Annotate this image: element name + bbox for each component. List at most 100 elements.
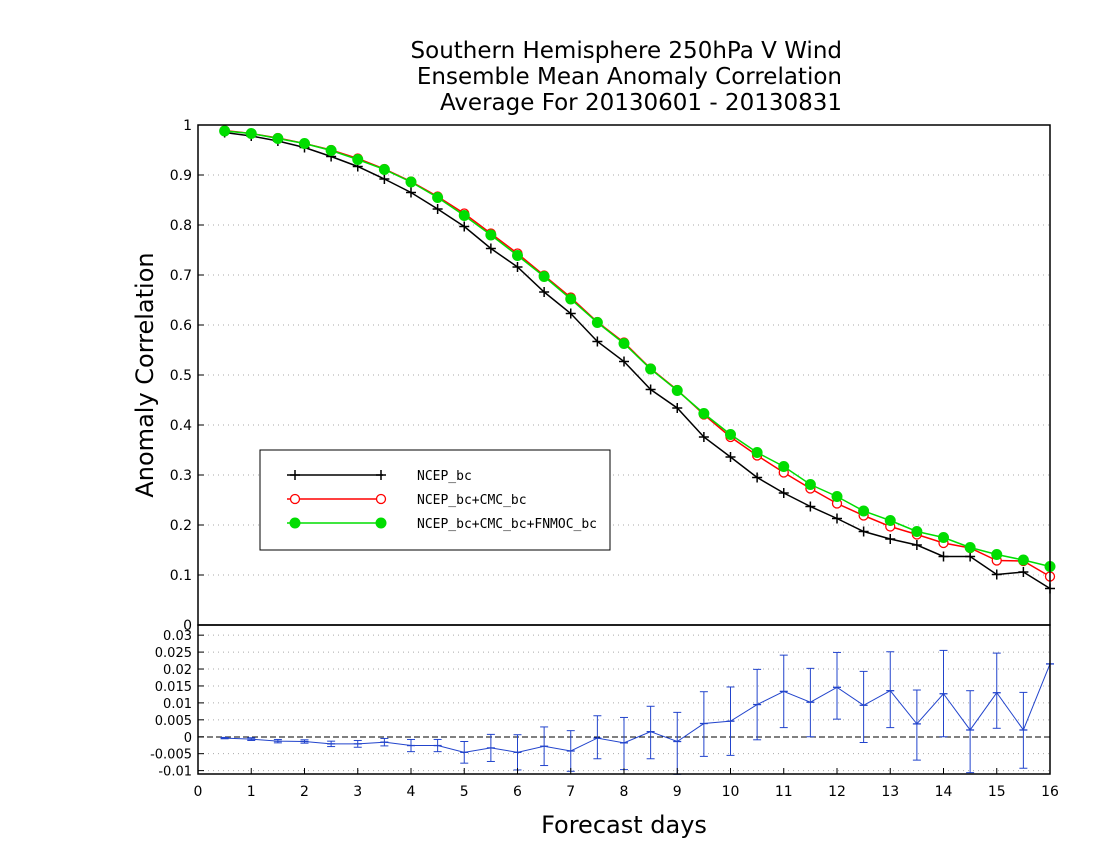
plus-marker (290, 470, 300, 480)
y-tick-label: 0.1 (170, 568, 192, 584)
error-bar (992, 652, 1001, 729)
filled-circle-marker (432, 192, 444, 203)
filled-circle-marker (938, 532, 949, 543)
plus-marker (805, 501, 816, 512)
plus-marker (592, 336, 603, 347)
filled-circle-marker (831, 491, 843, 502)
plus-marker (379, 174, 390, 184)
filled-circle-marker (884, 515, 896, 526)
x-tick-label: 13 (881, 784, 899, 800)
plus-marker (885, 534, 896, 544)
title-line-3: Average For 20130601 - 20130831 (440, 90, 842, 116)
y-axis-label: Anomaly Correlation (131, 252, 159, 497)
y-tick-label: 0.015 (155, 680, 192, 695)
plus-marker (698, 432, 709, 442)
x-tick-label: 1 (247, 784, 256, 800)
x-tick-label: 6 (513, 784, 522, 800)
filled-circle-marker (618, 338, 630, 349)
legend: NCEP_bc NCEP_bc+CMC_bc NCEP_bc+CMC_bc+FNMO… (259, 449, 611, 551)
x-tick-label: 8 (620, 784, 629, 800)
plus-marker (752, 472, 763, 483)
plus-marker (858, 526, 869, 537)
x-axis-ticks: 0 1 2 3 4 5 6 7 8 9 10 11 12 13 14 15 16 (194, 768, 1059, 800)
x-tick-label: 0 (194, 784, 203, 800)
filled-circle-marker (1017, 554, 1029, 566)
x-tick-label: 5 (460, 784, 469, 800)
filled-circle-marker (964, 542, 976, 553)
error-bar (859, 670, 868, 744)
plus-marker (565, 308, 576, 319)
error-bars (220, 649, 1054, 775)
main-plot-gridlines (198, 174, 1050, 576)
x-tick-label: 15 (988, 784, 1006, 800)
error-bar (912, 689, 921, 761)
legend-label: NCEP_bc+CMC_bc (417, 493, 527, 508)
filled-circle-marker (911, 526, 923, 537)
plus-marker (539, 287, 550, 297)
x-axis-label: Forecast days (541, 811, 707, 839)
error-bar (620, 716, 628, 771)
x-tick-label: 10 (722, 784, 740, 800)
series-line (224, 131, 1051, 590)
error-bar (833, 651, 841, 720)
main-plot-series (219, 125, 1056, 594)
plus-marker (512, 262, 523, 272)
error-bar (673, 711, 682, 775)
y-tick-label: 0.2 (170, 518, 192, 534)
plus-marker (911, 540, 922, 550)
filled-circle-marker (485, 229, 497, 241)
plus-marker (619, 356, 629, 367)
series-NCEP_bc+CMC_bc+FNMOC_bc (219, 125, 1056, 572)
y-tick-label: -0.01 (158, 765, 192, 780)
y-tick-label: 0.025 (155, 646, 192, 661)
filled-circle-marker (299, 138, 310, 149)
plus-marker (725, 452, 736, 462)
y-tick-label: 0.8 (170, 218, 192, 234)
filled-circle-marker (458, 210, 470, 221)
y-tick-label: 0.01 (163, 697, 192, 712)
chart-title: Southern Hemisphere 250hPa V Wind Ensemb… (411, 38, 842, 116)
plus-marker (938, 551, 949, 562)
open-circle-marker (375, 493, 387, 505)
x-tick-label: 12 (828, 784, 846, 800)
plus-marker (778, 488, 789, 498)
filled-circle-marker (405, 176, 417, 188)
error-bar (646, 705, 655, 760)
filled-circle-marker (858, 505, 870, 517)
x-tick-label: 14 (935, 784, 953, 800)
error-bar (593, 715, 602, 760)
filled-circle-marker (289, 517, 301, 529)
plus-marker (832, 513, 842, 524)
filled-circle-marker (272, 133, 284, 144)
legend-label: NCEP_bc (417, 469, 472, 484)
plus-marker (645, 384, 656, 395)
x-tick-label: 11 (775, 784, 793, 800)
filled-circle-marker (804, 479, 816, 490)
y-tick-label: 0 (184, 731, 192, 746)
plus-marker (485, 243, 496, 254)
error-bar (886, 651, 895, 729)
filled-circle-marker (245, 128, 257, 139)
title-line-2: Ensemble Mean Anomaly Correlation (417, 64, 842, 90)
filled-circle-marker (698, 408, 710, 419)
difference-plot-series (220, 649, 1054, 775)
filled-circle-marker (378, 164, 390, 175)
x-tick-label: 4 (407, 784, 416, 800)
difference-plot-y-ticks: -0.01 -0.005 0 0.005 0.01 0.015 0.02 0.025 0.03 (150, 629, 204, 780)
filled-circle-marker (565, 293, 577, 305)
filled-circle-marker (325, 145, 337, 156)
error-bar (966, 690, 975, 774)
plus-marker (672, 403, 683, 413)
x-tick-label: 16 (1041, 784, 1059, 800)
legend-items: NCEP_bc NCEP_bc+CMC_bc NCEP_bc+CMC_bc+FNMO… (287, 469, 597, 532)
filled-circle-marker (219, 125, 231, 137)
x-tick-label: 2 (300, 784, 309, 800)
filled-circle-marker (645, 363, 657, 375)
y-tick-label: 0.03 (163, 629, 192, 644)
y-tick-label: 0.9 (170, 168, 192, 184)
filled-circle-marker (512, 250, 523, 261)
filled-circle-marker (591, 317, 603, 328)
main-plot-panel: 0 0.1 0.2 0.3 0.4 0.5 0.6 0.7 0.8 0.9 1 Anomaly Co… (131, 118, 1056, 634)
plus-marker (376, 470, 386, 480)
